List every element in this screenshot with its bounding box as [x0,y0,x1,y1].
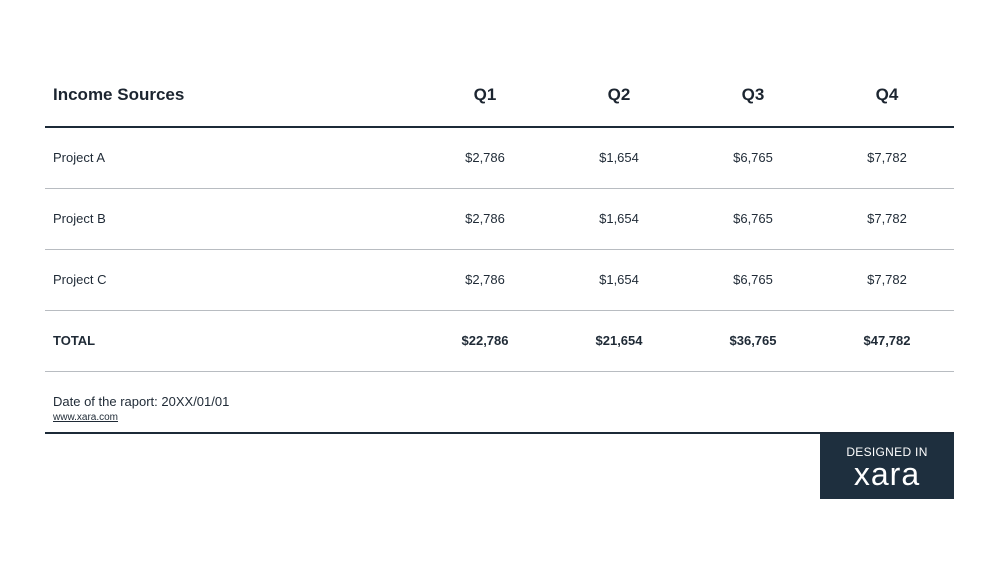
total-q4: $47,782 [820,310,954,372]
cell-q1: $2,786 [418,249,552,311]
website-link[interactable]: www.xara.com [53,412,119,423]
total-q3: $36,765 [686,310,820,372]
cell-q2: $1,654 [552,188,686,250]
header-q1: Q1 [418,64,552,128]
total-row: TOTAL $22,786 $21,654 $36,765 $47,782 [45,310,954,372]
cell-q4: $7,782 [820,249,954,311]
table-row: Project B $2,786 $1,654 $6,765 $7,782 [45,188,954,250]
header-q2: Q2 [552,64,686,128]
badge-caption: DESIGNED IN [846,445,928,459]
row-label: Project C [45,249,418,311]
cell-q3: $6,765 [686,127,820,189]
xara-logo: xara [853,456,921,492]
header-q3: Q3 [686,64,820,128]
total-q2: $21,654 [552,310,686,372]
cell-q2: $1,654 [552,127,686,189]
total-label: TOTAL [45,310,418,372]
table-row: Project C $2,786 $1,654 $6,765 $7,782 [45,249,954,311]
row-label: Project A [45,127,418,189]
header-q4: Q4 [820,64,954,128]
income-table-container: Income Sources Q1 Q2 Q3 Q4 Project A $2,… [45,64,954,372]
cell-q3: $6,765 [686,249,820,311]
designed-in-xara-badge: DESIGNED IN xara [820,434,954,499]
cell-q4: $7,782 [820,188,954,250]
table-header-row: Income Sources Q1 Q2 Q3 Q4 [45,64,954,128]
cell-q2: $1,654 [552,249,686,311]
cell-q4: $7,782 [820,127,954,189]
report-date: Date of the raport: 20XX/01/01 [53,394,230,409]
report-footer: Date of the raport: 20XX/01/01 www.xara.… [45,373,954,434]
cell-q1: $2,786 [418,188,552,250]
cell-q1: $2,786 [418,127,552,189]
header-income-sources: Income Sources [45,64,418,128]
row-label: Project B [45,188,418,250]
total-q1: $22,786 [418,310,552,372]
income-table: Income Sources Q1 Q2 Q3 Q4 Project A $2,… [45,64,954,372]
cell-q3: $6,765 [686,188,820,250]
table-row: Project A $2,786 $1,654 $6,765 $7,782 [45,127,954,189]
